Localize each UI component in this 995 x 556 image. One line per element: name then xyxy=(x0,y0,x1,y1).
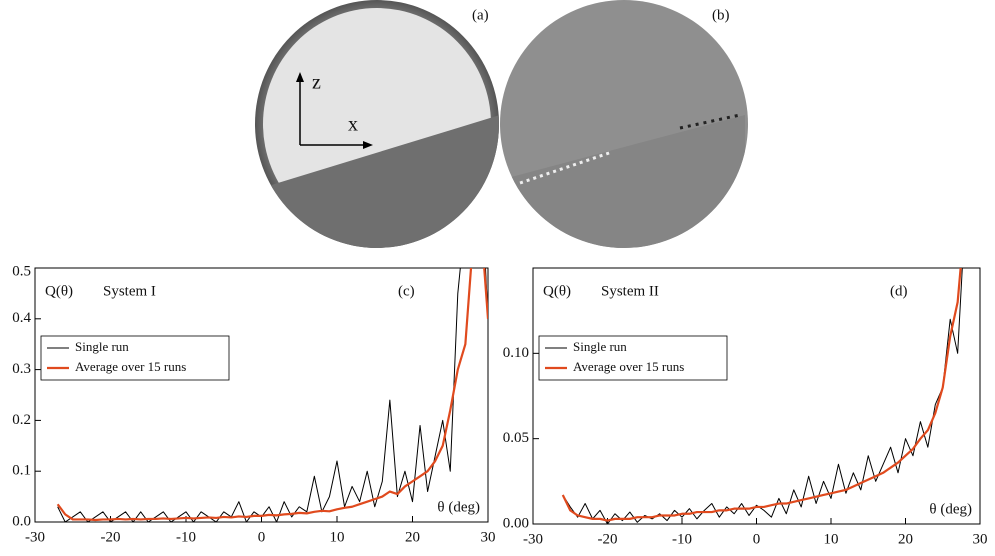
x-tick-label: 10 xyxy=(824,531,839,547)
y-tick-label: 0.05 xyxy=(503,430,529,446)
legend-box xyxy=(538,335,728,381)
panel-label: (b) xyxy=(712,7,730,23)
legend-label: Single run xyxy=(75,339,129,354)
x-axis-label: θ (deg) xyxy=(437,499,480,515)
legend-label: Average over 15 runs xyxy=(573,359,684,374)
photo-b xyxy=(500,0,748,248)
legend-label: Average over 15 runs xyxy=(75,359,186,374)
chart-title: System II xyxy=(601,283,659,299)
plot-frame xyxy=(34,267,489,523)
chart-title: System I xyxy=(103,283,156,299)
chart: 0.0 0.1 0.2 0.3 0.4 0.5 -30 -20 -10 0 10 20 30 Q(θ) Sy… xyxy=(12,263,496,545)
series-line xyxy=(561,268,962,522)
y-axis-label: Q(θ) xyxy=(45,283,73,299)
x-tick-label: 30 xyxy=(973,531,988,547)
legend-label: Single run xyxy=(573,339,627,354)
x-tick-label: 20 xyxy=(898,531,913,547)
plot-lines xyxy=(56,268,488,522)
x-tick-label: 10 xyxy=(330,529,345,545)
plot-lines xyxy=(561,268,963,524)
x-tick-label: -30 xyxy=(25,529,45,545)
chart: 0.00 0.05 0.10 -30 -20 -10 0 10 20 30 Q(θ) System I… xyxy=(503,267,988,547)
y-axis-label: Q(θ) xyxy=(543,283,571,299)
x-tick-label: 0 xyxy=(753,531,761,547)
y-tick-label: 0.3 xyxy=(12,361,31,377)
axis-label: x xyxy=(348,114,358,136)
y-tick-label: 0.5 xyxy=(12,263,31,279)
x-tick-label: -20 xyxy=(101,529,121,545)
x-axis-label: θ (deg) xyxy=(929,501,972,517)
y-tick-label: 0.00 xyxy=(503,515,529,531)
y-tick-label: 0.1 xyxy=(12,463,31,479)
y-tick-label: 0.10 xyxy=(503,345,529,361)
panel-label: (c) xyxy=(398,283,415,299)
x-tick-label: 0 xyxy=(258,529,266,545)
plot-frame xyxy=(532,267,981,525)
x-tick-label: 30 xyxy=(481,529,496,545)
x-tick-label: -20 xyxy=(598,531,618,547)
axis-label: z xyxy=(312,72,321,94)
x-tick-label: -10 xyxy=(672,531,692,547)
x-tick-label: -10 xyxy=(176,529,196,545)
panel-label: (a) xyxy=(472,7,489,23)
x-tick-label: 20 xyxy=(405,529,420,545)
y-tick-label: 0.0 xyxy=(12,513,31,529)
y-tick-label: 0.2 xyxy=(12,412,31,428)
series-line xyxy=(562,268,963,524)
series-line xyxy=(56,268,488,522)
panel-label: (d) xyxy=(890,283,908,299)
y-tick-label: 0.4 xyxy=(12,310,31,326)
photo-a xyxy=(255,0,499,248)
legend-box xyxy=(40,335,230,381)
x-tick-label: -30 xyxy=(523,531,543,547)
